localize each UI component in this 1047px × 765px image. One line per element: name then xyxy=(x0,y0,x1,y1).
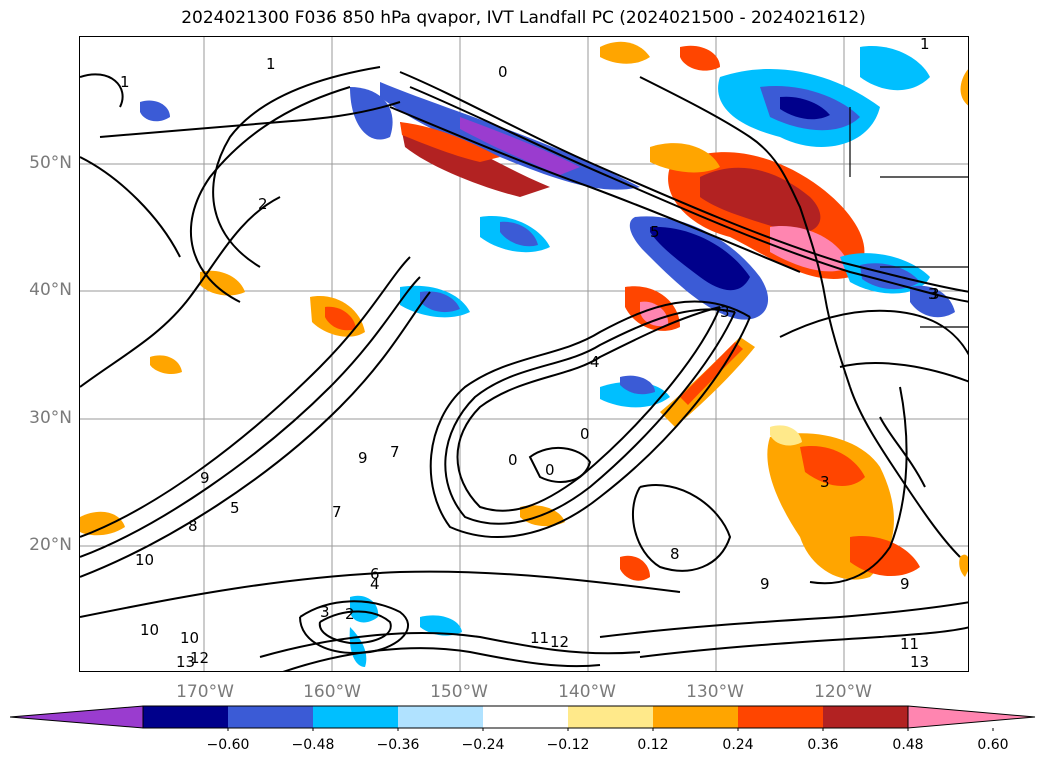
lon-label-170w: 170°W xyxy=(176,682,234,702)
colorbar-segment xyxy=(653,706,738,728)
colorbar-segment xyxy=(313,706,398,728)
lon-label-150w: 150°W xyxy=(430,682,488,702)
colorbar-tick-label: 0.24 xyxy=(722,737,754,753)
lon-label-120w: 120°W xyxy=(814,682,872,702)
colorbar-tick-label: −0.36 xyxy=(376,737,420,753)
map-frame: 0 1 1 1 2 3 3 3 4 5 7 7 8 8 9 9 9 9 10 10 10 11 11 12 12 13 13 6 4 3 2… xyxy=(79,36,969,672)
lat-label-40n: 40°N xyxy=(29,280,72,300)
colorbar-segment xyxy=(398,706,483,728)
colorbar-tick-label: 0.36 xyxy=(807,737,839,753)
contour-label: 4 xyxy=(370,575,380,593)
colorbar-outline xyxy=(142,705,909,729)
contour-label: 10 xyxy=(135,551,154,569)
contour-label: 12 xyxy=(550,633,569,651)
contour-label: 1 xyxy=(266,55,276,73)
contour-label: 10 xyxy=(140,621,159,639)
colorbar-tick-label: −0.12 xyxy=(546,737,590,753)
dry-band-north xyxy=(380,82,640,190)
contour-label: 11 xyxy=(900,635,919,653)
colorbar-tick-label: −0.48 xyxy=(291,737,335,753)
contour-label: 8 xyxy=(670,545,680,563)
colorbar-tick-label: 0.12 xyxy=(637,737,669,753)
contour-label: 5 xyxy=(230,499,240,517)
colorbar-tick-label: −0.60 xyxy=(206,737,250,753)
contour-label: 0 xyxy=(580,425,590,443)
contour-label: 3 xyxy=(820,473,830,491)
contour-label: 4 xyxy=(590,353,600,371)
contour-label: 8 xyxy=(188,517,198,535)
lon-label-140w: 140°W xyxy=(558,682,616,702)
contour-label: 1 xyxy=(120,73,130,91)
ivt-contours xyxy=(80,66,968,671)
contour-label: 12 xyxy=(190,649,209,667)
trough-contour xyxy=(456,306,721,512)
lat-label-20n: 20°N xyxy=(29,535,72,555)
colorbar-tick-label: 0.48 xyxy=(892,737,924,753)
contour-label: 9 xyxy=(200,469,210,487)
contour-label: 10 xyxy=(180,629,199,647)
contour-label: 9 xyxy=(358,449,368,467)
contour-label: 6 xyxy=(370,565,380,583)
colorbar-segment xyxy=(568,706,653,728)
colorbar-extend-low xyxy=(10,705,144,729)
contour-label: 3 xyxy=(720,303,730,321)
colorbar-segment xyxy=(143,706,228,728)
contour-label: 11 xyxy=(530,629,549,647)
contour-label: 0 xyxy=(508,451,518,469)
contour-label: 7 xyxy=(332,503,342,521)
contour-label: 3 xyxy=(928,285,938,303)
colorbar-segment xyxy=(738,706,823,728)
contour-label: 9 xyxy=(900,575,910,593)
dry-band-north-core xyxy=(460,117,580,175)
contour-label: 3 xyxy=(930,285,940,303)
lon-label-160w: 160°W xyxy=(303,682,361,702)
colorbar-tick-label: −0.24 xyxy=(461,737,505,753)
contour-label: 2 xyxy=(258,195,268,213)
contour-label: 5 xyxy=(650,223,660,241)
colorbar-extend-high xyxy=(907,705,1036,729)
contour-label: 1 xyxy=(920,37,930,53)
lon-label-130w: 130°W xyxy=(686,682,744,702)
contour-label: 2 xyxy=(345,605,355,623)
colorbar-segment xyxy=(483,706,568,728)
lat-label-50n: 50°N xyxy=(29,153,72,173)
contour-label: 13 xyxy=(176,653,195,671)
map-title: 2024021300 F036 850 hPa qvapor, IVT Land… xyxy=(181,8,866,28)
contour-label: 3 xyxy=(320,603,330,621)
contour-label: 7 xyxy=(390,443,400,461)
lat-label-30n: 30°N xyxy=(29,408,72,428)
contour-label: 0 xyxy=(498,63,508,81)
shaded-field xyxy=(80,41,968,667)
colorbar-segment xyxy=(823,706,908,728)
contour-label: 13 xyxy=(910,653,929,671)
colorbar xyxy=(10,705,1036,731)
coastlines xyxy=(99,76,968,558)
colorbar-tick-label: 0.60 xyxy=(977,737,1009,753)
colorbar-segment xyxy=(228,706,313,728)
contour-label: 9 xyxy=(760,575,770,593)
contour-label: 0 xyxy=(545,461,555,479)
